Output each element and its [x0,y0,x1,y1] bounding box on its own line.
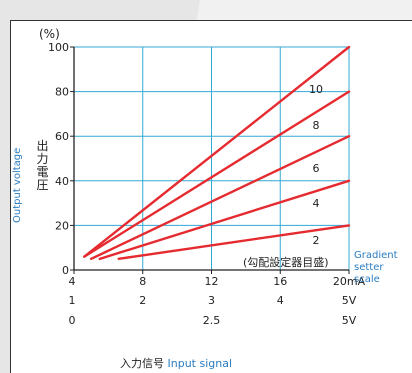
series-line [89,134,351,261]
y-axis-title-en: Output voltage [12,147,23,223]
x-tick-label: 0 [69,314,76,327]
x-tick-label: 20mA [333,275,366,288]
x-tick-label: 5V [342,294,357,307]
y-axis-title-jp: 出力電圧 [36,139,49,192]
series-label: 10 [309,83,323,96]
x-axis-title-jp: 入力信号 [120,357,164,370]
y-tick-label: 0 [62,264,69,277]
gradient-label-line1: Gradient [354,250,398,261]
x-tick-label: 16 [273,275,287,288]
x-axis-title: 入力信号 Input signal [120,355,232,371]
x-tick-label: 5V [342,314,357,327]
series-line [83,90,351,258]
axes [70,46,350,274]
x-tick-label: 4 [69,275,76,288]
grid [74,46,350,270]
y-tick-label: 80 [55,86,69,99]
y-tick-label: 100 [48,41,69,54]
x-tick-label: 1 [69,294,76,307]
gradient-setter-label-en: Gradient setter scale [354,250,412,286]
y-tick-label: 60 [55,130,69,143]
series-line [98,179,351,261]
gradient-setter-label-jp: (勾配設定器目盛) [243,256,329,269]
series-label: 4 [313,197,320,210]
series-line [83,45,351,258]
x-tick-label: 8 [139,275,146,288]
gradient-label-line2: setter scale [354,262,384,285]
x-tick-label: 2.5 [203,314,221,327]
series-line [117,224,351,261]
x-tick-label: 2 [139,294,146,307]
series-label: 2 [313,234,320,247]
x-tick-label: 3 [208,294,215,307]
y-tick-label: 40 [55,175,69,188]
series-lines [83,45,351,261]
series-label: 6 [313,162,320,175]
x-tick-label: 4 [277,294,284,307]
series-label: 8 [313,119,320,132]
x-axis-title-en: Input signal [167,357,233,370]
y-unit-label: (%) [39,27,60,41]
x-tick-label: 12 [205,275,219,288]
y-tick-label: 20 [55,219,69,232]
